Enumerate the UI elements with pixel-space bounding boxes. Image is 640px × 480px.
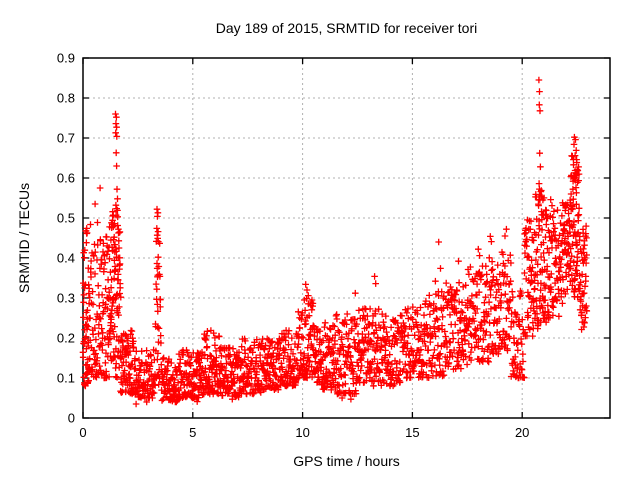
svg-text:0.9: 0.9 <box>57 51 75 66</box>
y-axis-label: SRMTID / TECUs <box>16 182 32 294</box>
svg-text:0.6: 0.6 <box>57 171 75 186</box>
svg-text:15: 15 <box>405 425 419 440</box>
svg-text:0.7: 0.7 <box>57 131 75 146</box>
svg-text:10: 10 <box>295 425 309 440</box>
grid-lines <box>83 58 610 418</box>
svg-text:5: 5 <box>189 425 196 440</box>
tick-labels: 0 5 10 15 20 0 0.1 0.2 0.3 0.4 0.5 0.6 0.7 0.8 0.9 <box>57 51 530 441</box>
plot-border <box>82 57 611 419</box>
svg-text:0: 0 <box>68 411 75 426</box>
svg-text:0.4: 0.4 <box>57 251 75 266</box>
svg-text:0.5: 0.5 <box>57 211 75 226</box>
svg-text:0.1: 0.1 <box>57 371 75 386</box>
scatter-points <box>79 76 591 408</box>
svg-text:0.8: 0.8 <box>57 91 75 106</box>
svg-text:0.3: 0.3 <box>57 291 75 306</box>
svg-text:20: 20 <box>515 425 529 440</box>
svg-text:0: 0 <box>79 425 86 440</box>
chart-title: Day 189 of 2015, SRMTID for receiver tor… <box>215 20 478 36</box>
x-axis-label: GPS time / hours <box>293 453 400 469</box>
svg-text:0.2: 0.2 <box>57 331 75 346</box>
